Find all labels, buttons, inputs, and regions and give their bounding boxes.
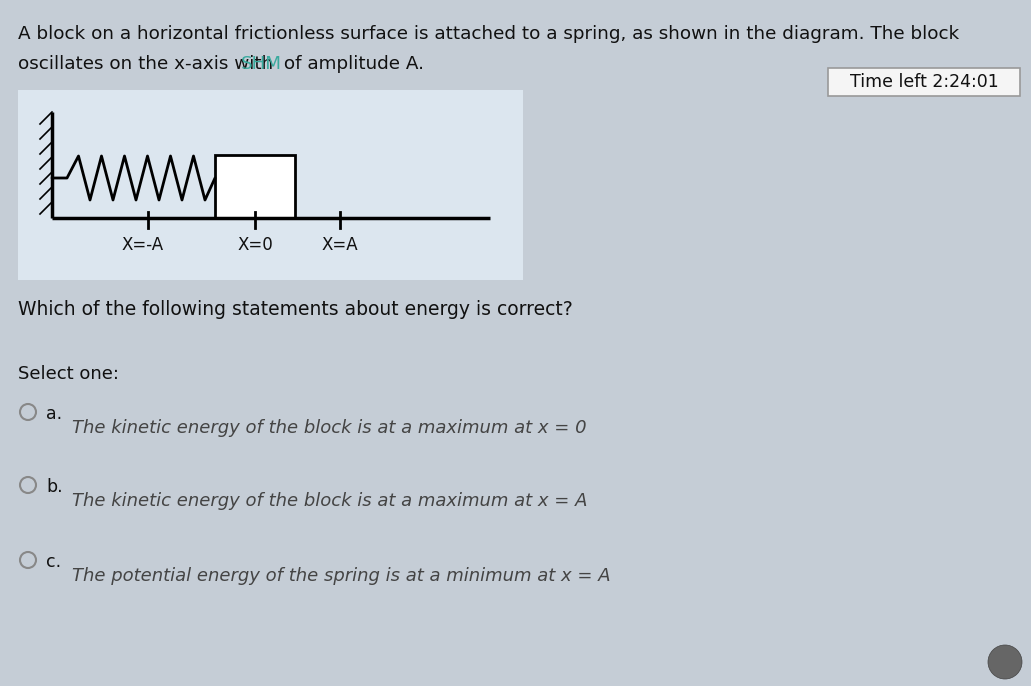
FancyBboxPatch shape	[828, 68, 1020, 96]
Text: a.: a.	[46, 405, 62, 423]
Text: X=0: X=0	[237, 236, 273, 254]
Bar	[215, 155, 295, 218]
Text: A block on a horizontal frictionless surface is attached to a spring, as shown i: A block on a horizontal frictionless sur…	[18, 25, 959, 43]
Text: X=A: X=A	[322, 236, 359, 254]
Bar	[18, 90, 523, 280]
Text: b.: b.	[46, 478, 63, 496]
Text: Select one:: Select one:	[18, 365, 119, 383]
Text: Time left 2:24:01: Time left 2:24:01	[850, 73, 998, 91]
Text: 7: 7	[999, 653, 1011, 671]
Text: of amplitude A.: of amplitude A.	[278, 55, 424, 73]
Text: oscillates on the x-axis with: oscillates on the x-axis with	[18, 55, 279, 73]
Text: Which of the following statements about energy is correct?: Which of the following statements about …	[18, 300, 573, 319]
Text: The kinetic energy of the block is at a maximum at x = 0: The kinetic energy of the block is at a …	[72, 419, 587, 437]
Text: The kinetic energy of the block is at a maximum at x = A: The kinetic energy of the block is at a …	[72, 492, 588, 510]
Text: The potential energy of the spring is at a minimum at x = A: The potential energy of the spring is at…	[72, 567, 610, 585]
Text: X=-A: X=-A	[122, 236, 164, 254]
Text: SHM: SHM	[241, 55, 282, 73]
Text: c.: c.	[46, 553, 61, 571]
Circle shape	[988, 645, 1022, 679]
